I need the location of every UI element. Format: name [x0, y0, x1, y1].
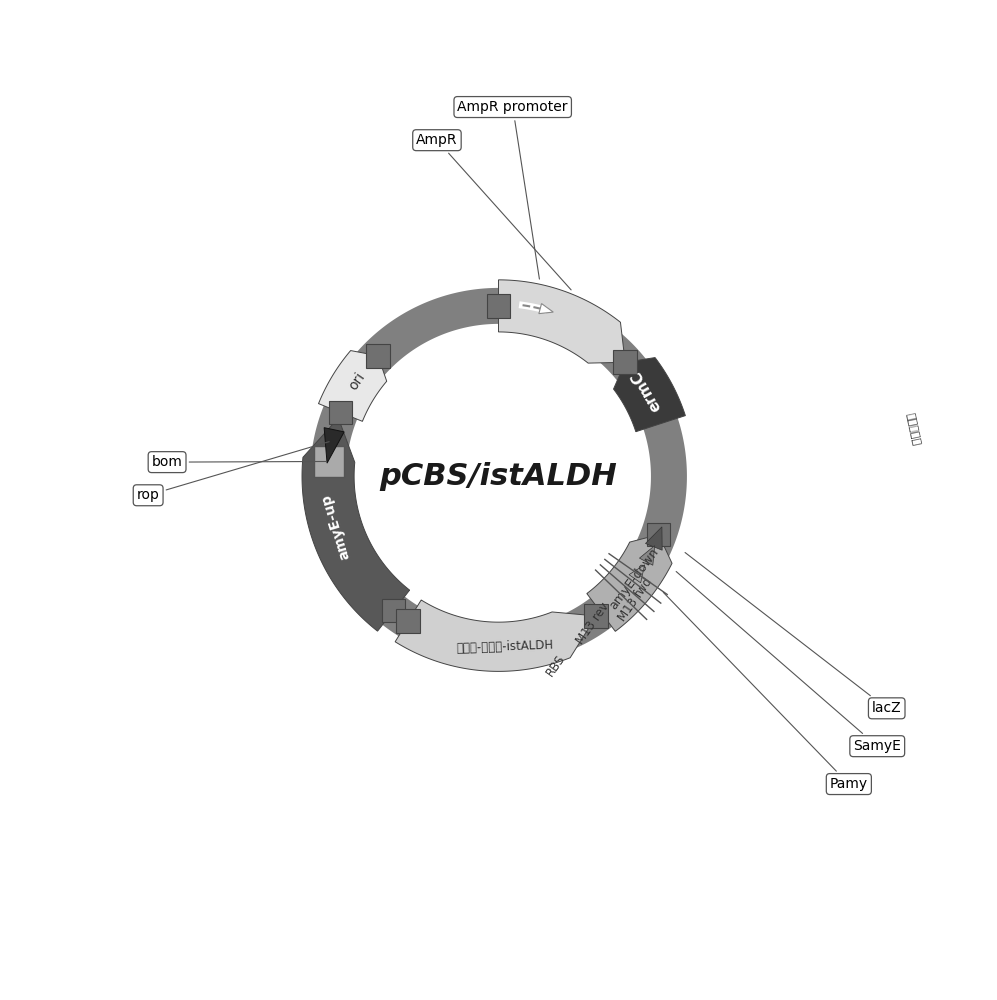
Polygon shape [382, 599, 406, 622]
Polygon shape [645, 527, 662, 550]
Polygon shape [324, 428, 344, 463]
Polygon shape [647, 523, 671, 546]
Polygon shape [366, 344, 390, 368]
Polygon shape [395, 600, 596, 671]
Polygon shape [613, 350, 637, 374]
Polygon shape [318, 351, 387, 421]
Polygon shape [587, 535, 672, 631]
Text: ori: ori [346, 370, 368, 392]
Polygon shape [397, 609, 420, 633]
Polygon shape [487, 294, 510, 318]
Text: Pamy: Pamy [663, 592, 868, 791]
Text: 遗传子化体: 遗传子化体 [904, 412, 921, 446]
Text: AmpR promoter: AmpR promoter [458, 100, 568, 279]
Text: amyE-up: amyE-up [319, 492, 352, 561]
Text: AmpR: AmpR [416, 133, 571, 290]
Polygon shape [639, 546, 655, 565]
Polygon shape [629, 565, 645, 583]
Polygon shape [310, 288, 687, 665]
Text: rop: rop [137, 442, 329, 502]
Text: pCBS/istALDH: pCBS/istALDH [380, 462, 617, 491]
Polygon shape [613, 358, 685, 432]
Polygon shape [314, 446, 344, 477]
Text: ermC: ermC [628, 368, 664, 414]
Polygon shape [302, 418, 410, 631]
Polygon shape [329, 401, 352, 424]
Text: amyE-down: amyE-down [607, 546, 662, 612]
Polygon shape [584, 604, 608, 628]
Text: bom: bom [152, 455, 326, 469]
Text: lacZ: lacZ [685, 553, 901, 715]
Text: 启动子-信号肽-istALDH: 启动子-信号肽-istALDH [456, 638, 553, 655]
Text: RBS: RBS [543, 652, 567, 679]
Text: M13 rev: M13 rev [574, 600, 612, 646]
Text: SamyE: SamyE [676, 572, 901, 753]
Polygon shape [538, 304, 553, 314]
Text: M13 fwd: M13 fwd [616, 575, 655, 624]
Polygon shape [498, 280, 625, 363]
